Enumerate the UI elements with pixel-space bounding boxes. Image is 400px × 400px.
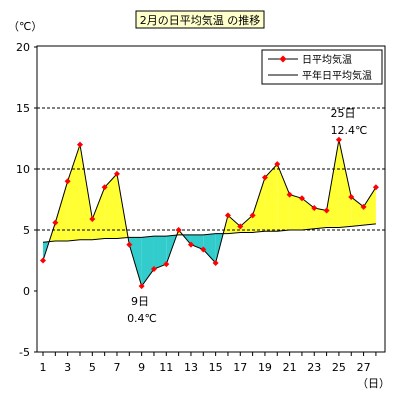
legend-box — [261, 49, 383, 85]
legend-daily-marker — [279, 55, 287, 63]
daily-point-14 — [200, 246, 207, 253]
daily-point-18 — [249, 212, 256, 219]
fill-above-normal — [55, 181, 68, 241]
annotation-max-temp: 12.4℃ — [331, 124, 368, 137]
daily-point-17 — [237, 223, 244, 230]
x-tick-label-5: 5 — [89, 361, 96, 374]
x-tick-label-15: 15 — [209, 361, 223, 374]
daily-layer — [40, 136, 379, 290]
daily-point-11 — [163, 261, 170, 268]
daily-point-9 — [138, 283, 145, 290]
y-tick-labels: -5 0 5 10 15 20 — [16, 41, 37, 359]
daily-point-21 — [286, 191, 293, 198]
normal-line — [42, 223, 376, 243]
y-tick-label-10: 10 — [16, 163, 30, 176]
fill-above-normal — [104, 173, 117, 239]
fill-above-normal — [277, 164, 290, 232]
x-tick-label-25: 25 — [332, 361, 346, 374]
fill-above-normal — [314, 208, 327, 229]
daily-point-1 — [40, 257, 46, 264]
fill-above-normal — [289, 194, 302, 230]
daily-point-13 — [187, 241, 194, 248]
fill-below-normal — [141, 236, 154, 287]
fill-above-normal — [227, 215, 241, 234]
x-tick-labels: 1 3 5 7 9 11 13 15 17 19 21 23 25 27 — [40, 352, 377, 374]
daily-point-2 — [52, 219, 59, 226]
daily-point-16 — [224, 212, 231, 219]
daily-point-24 — [323, 207, 330, 214]
y-tick-label-20: 20 — [16, 41, 30, 54]
x-tick-label-11: 11 — [159, 361, 173, 374]
y-unit-label: （℃） — [8, 20, 42, 33]
y-tick-label-0: 0 — [23, 285, 30, 298]
daily-point-25 — [335, 136, 342, 143]
annotation-min-temp: 0.4℃ — [127, 312, 157, 325]
daily-point-10 — [150, 266, 157, 273]
x-unit-label: （日） — [357, 377, 390, 390]
fill-above-normal — [363, 187, 376, 226]
chart-title: 2月の日平均気温 の推移 — [135, 10, 265, 29]
x-tick-label-13: 13 — [184, 361, 198, 374]
fill-above-normal — [92, 187, 105, 240]
y-tick-label-15: 15 — [16, 102, 30, 115]
daily-point-3 — [64, 178, 71, 185]
daily-point-19 — [261, 174, 268, 181]
daily-point-23 — [311, 205, 318, 212]
daily-point-7 — [113, 170, 120, 177]
plot-area — [36, 45, 386, 353]
x-tick-label-7: 7 — [113, 361, 120, 374]
daily-point-12 — [175, 227, 182, 233]
x-tick-label-19: 19 — [258, 361, 272, 374]
x-tick-label-17: 17 — [233, 361, 247, 374]
daily-point-8 — [126, 241, 133, 248]
annotation-min-day: 9日 — [131, 295, 149, 308]
daily-line — [42, 139, 377, 288]
legend: 日平均気温 平年日平均気温 — [261, 49, 383, 85]
daily-point-27 — [360, 203, 367, 210]
x-tick-label-9: 9 — [138, 361, 145, 374]
daily-point-15 — [212, 259, 219, 266]
fill-above-normal — [67, 144, 80, 241]
fill-below-normal — [153, 236, 167, 270]
x-tick-label-3: 3 — [64, 361, 71, 374]
daily-point-4 — [76, 141, 83, 148]
x-tick-label-27: 27 — [357, 361, 371, 374]
x-tick-label-21: 21 — [283, 361, 297, 374]
y-tick-label--5: -5 — [19, 346, 30, 359]
fill-below-normal — [129, 237, 142, 287]
fill-above-normal — [338, 139, 352, 228]
legend-normal-label: 平年日平均気温 — [302, 69, 372, 82]
grid-layer — [37, 107, 385, 231]
daily-point-22 — [298, 195, 305, 202]
chart-title-text: 2月の日平均気温 の推移 — [140, 13, 261, 27]
annotation-max-day: 25日 — [331, 107, 356, 120]
x-tick-label-23: 23 — [307, 361, 321, 374]
daily-point-5 — [89, 216, 96, 223]
fill-above-normal — [326, 139, 339, 228]
fill-above-normal — [264, 164, 278, 232]
plot-border — [36, 45, 386, 353]
fill-below-normal — [203, 233, 216, 263]
daily-point-28 — [372, 184, 379, 191]
fill-above-normal — [351, 197, 364, 227]
y-tick-label-5: 5 — [23, 224, 30, 237]
fill-above-normal — [252, 177, 265, 233]
fill-above-normal — [240, 215, 253, 233]
daily-point-26 — [348, 194, 355, 201]
fill-above-normal — [79, 144, 93, 240]
daily-point-20 — [274, 161, 281, 168]
legend-daily-label: 日平均気温 — [302, 53, 352, 66]
daily-point-6 — [101, 184, 108, 191]
x-tick-label-1: 1 — [40, 361, 47, 374]
normal-layer — [42, 223, 376, 243]
